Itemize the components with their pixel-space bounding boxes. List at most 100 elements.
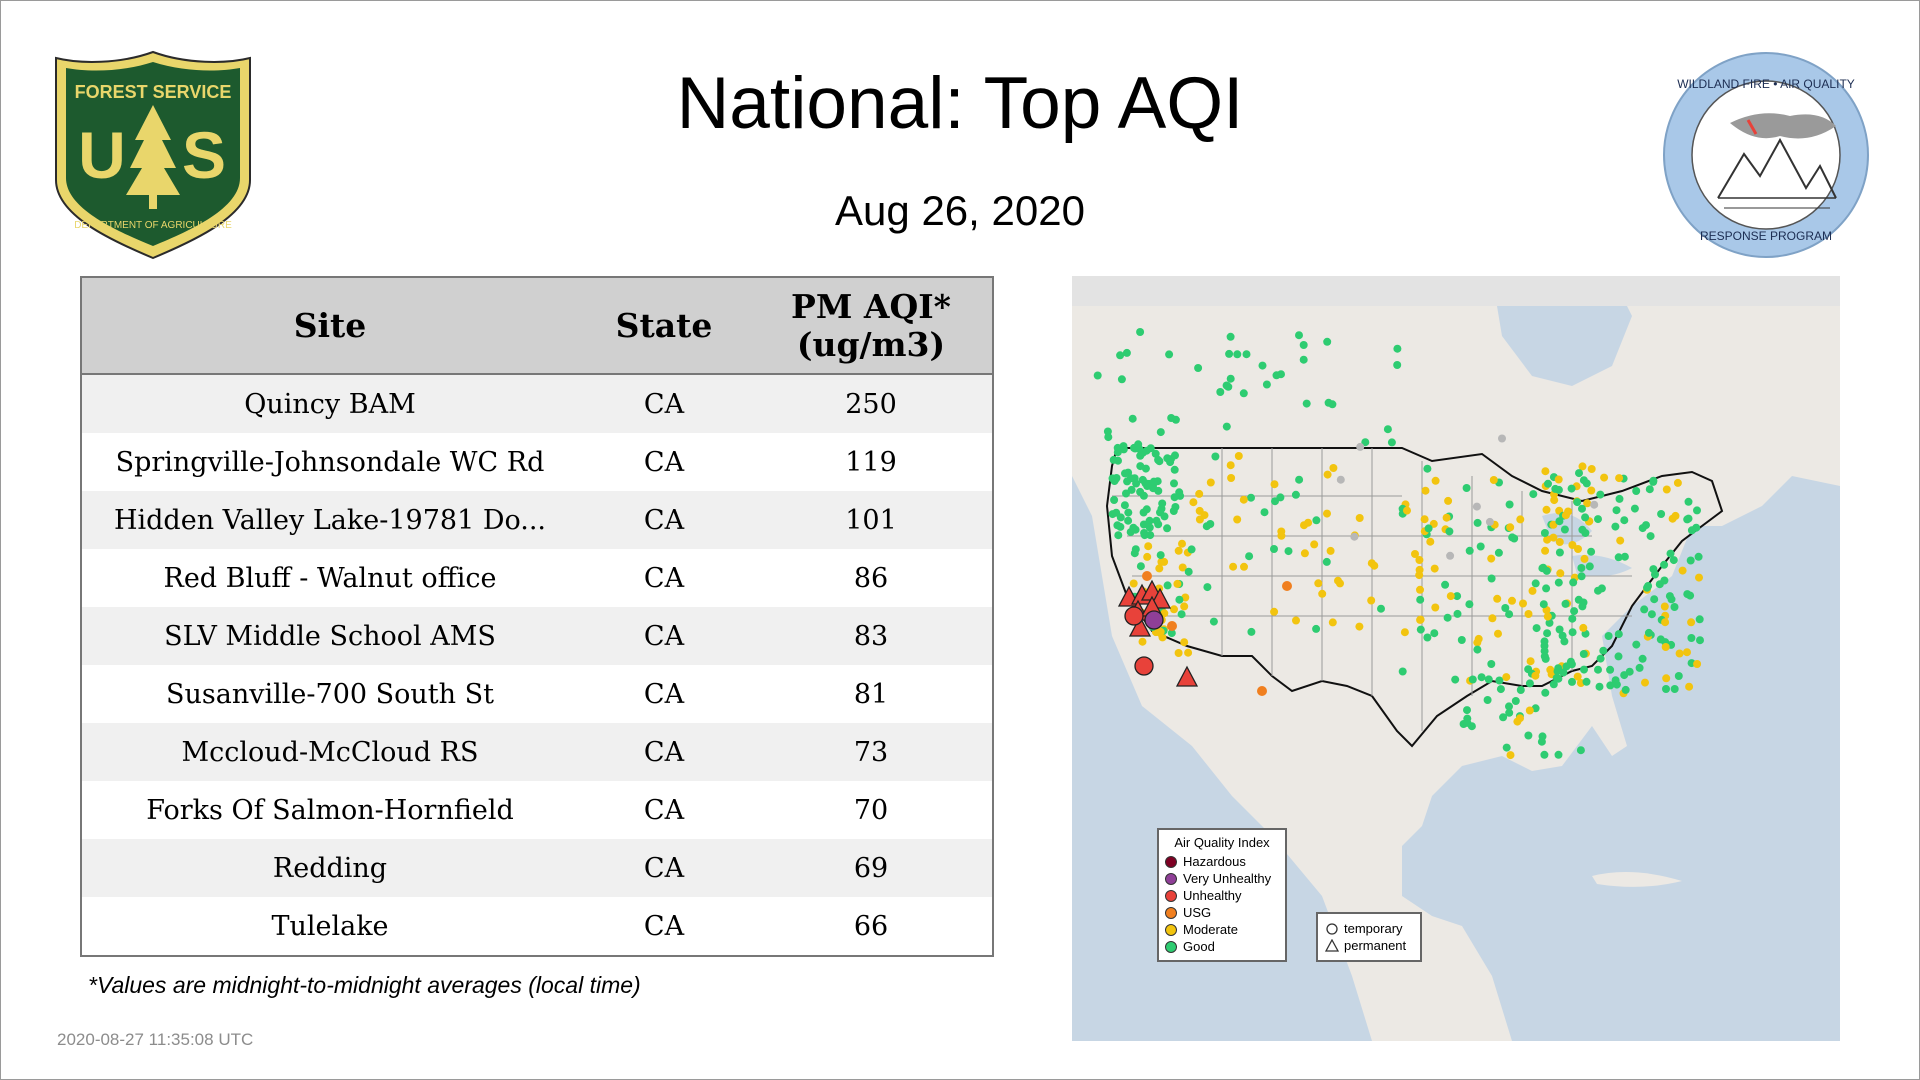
station-marker xyxy=(1284,547,1293,556)
station-marker xyxy=(1597,584,1606,593)
station-marker xyxy=(1671,511,1680,520)
station-marker xyxy=(1403,506,1411,515)
station-marker xyxy=(1240,562,1248,571)
station-marker xyxy=(1538,564,1547,573)
station-marker xyxy=(1134,656,1154,676)
station-marker xyxy=(1416,585,1424,594)
station-marker xyxy=(1329,464,1338,472)
station-marker xyxy=(1155,564,1164,573)
station-marker xyxy=(1687,526,1696,535)
station-marker xyxy=(1506,751,1515,760)
station-marker xyxy=(1431,603,1440,612)
station-marker xyxy=(1674,672,1683,680)
station-marker xyxy=(1587,465,1596,473)
station-marker xyxy=(1614,630,1623,639)
station-marker xyxy=(1245,552,1254,561)
station-marker xyxy=(1595,682,1604,691)
station-marker xyxy=(1670,685,1679,693)
station-marker xyxy=(1506,523,1515,532)
station-marker xyxy=(1355,622,1364,631)
station-markers xyxy=(1093,328,1704,760)
station-marker xyxy=(1678,566,1687,575)
station-marker xyxy=(1579,598,1588,607)
station-marker xyxy=(1505,500,1514,509)
station-marker xyxy=(1525,706,1534,715)
station-marker xyxy=(1124,516,1133,525)
station-marker xyxy=(1646,532,1655,541)
station-marker xyxy=(1625,667,1634,676)
legend-item-usg: USG xyxy=(1165,904,1279,921)
station-marker xyxy=(1537,737,1546,746)
site-cell: Hidden Valley Lake-19781 Do... xyxy=(113,504,547,536)
station-marker xyxy=(1323,470,1332,479)
station-marker xyxy=(1544,479,1552,488)
legend-item-temporary: temporary xyxy=(1324,920,1414,937)
svg-text:RESPONSE PROGRAM: RESPONSE PROGRAM xyxy=(1700,229,1832,243)
station-marker xyxy=(1165,350,1174,359)
station-marker xyxy=(1493,594,1502,603)
state-cell: CA xyxy=(643,446,685,478)
station-marker xyxy=(1516,714,1524,723)
station-marker xyxy=(1661,618,1670,627)
station-marker xyxy=(1234,452,1243,460)
station-marker xyxy=(1430,629,1439,638)
station-marker xyxy=(1573,498,1582,507)
station-marker xyxy=(1367,559,1376,568)
legend-item-good: Good xyxy=(1165,938,1279,955)
station-marker xyxy=(1104,433,1113,442)
station-marker xyxy=(1577,572,1586,581)
station-marker xyxy=(1393,361,1402,369)
station-marker xyxy=(1695,573,1703,582)
page-title: National: Top AQI xyxy=(676,63,1244,144)
station-marker xyxy=(1328,618,1337,627)
station-marker xyxy=(1423,464,1432,473)
station-marker xyxy=(1612,680,1621,689)
station-marker xyxy=(1685,682,1694,691)
value-cell: 66 xyxy=(853,910,889,942)
station-marker xyxy=(1138,475,1147,484)
station-marker xyxy=(1122,489,1130,498)
svg-text:FOREST SERVICE: FOREST SERVICE xyxy=(75,82,232,102)
station-marker xyxy=(1638,654,1647,663)
station-marker xyxy=(1501,604,1510,612)
station-marker xyxy=(1656,635,1665,644)
station-marker xyxy=(1614,553,1623,562)
value-cell: 73 xyxy=(853,736,889,768)
station-marker xyxy=(1170,479,1178,488)
top-aqi-table: Site State PM AQI* (ug/m3) Quincy BAM CA… xyxy=(80,276,994,957)
station-marker xyxy=(1526,657,1535,666)
station-marker xyxy=(1684,514,1693,523)
station-marker xyxy=(1696,636,1704,645)
station-marker xyxy=(1398,667,1407,676)
station-marker xyxy=(1630,504,1639,513)
station-marker xyxy=(1483,696,1492,704)
station-marker xyxy=(1465,600,1474,609)
station-marker xyxy=(1171,451,1179,460)
svg-text:DEPARTMENT OF AGRICULTURE: DEPARTMENT OF AGRICULTURE xyxy=(74,220,232,231)
station-marker xyxy=(1209,617,1218,626)
station-marker xyxy=(1579,623,1588,632)
station-marker xyxy=(1549,680,1558,689)
station-marker xyxy=(1660,576,1669,585)
station-marker xyxy=(1551,484,1560,493)
station-marker xyxy=(1152,516,1161,525)
station-marker xyxy=(1511,697,1520,705)
station-marker xyxy=(1170,605,1178,614)
station-marker xyxy=(1578,462,1587,471)
station-marker xyxy=(1426,537,1435,546)
station-marker xyxy=(1318,589,1327,598)
table-row: Red Bluff - Walnut office CA 86 xyxy=(82,549,992,607)
value-cell: 83 xyxy=(853,620,889,652)
station-marker xyxy=(1660,560,1669,569)
station-marker xyxy=(1531,671,1540,680)
station-marker xyxy=(1239,495,1248,504)
station-marker xyxy=(1549,533,1558,542)
legend-label: USG xyxy=(1183,905,1212,920)
station-marker xyxy=(1136,562,1145,571)
station-marker xyxy=(1580,665,1588,674)
station-marker xyxy=(1312,624,1321,633)
station-marker xyxy=(1132,479,1141,488)
station-marker xyxy=(1562,662,1571,671)
station-marker xyxy=(1174,546,1183,555)
station-marker xyxy=(1632,640,1641,649)
